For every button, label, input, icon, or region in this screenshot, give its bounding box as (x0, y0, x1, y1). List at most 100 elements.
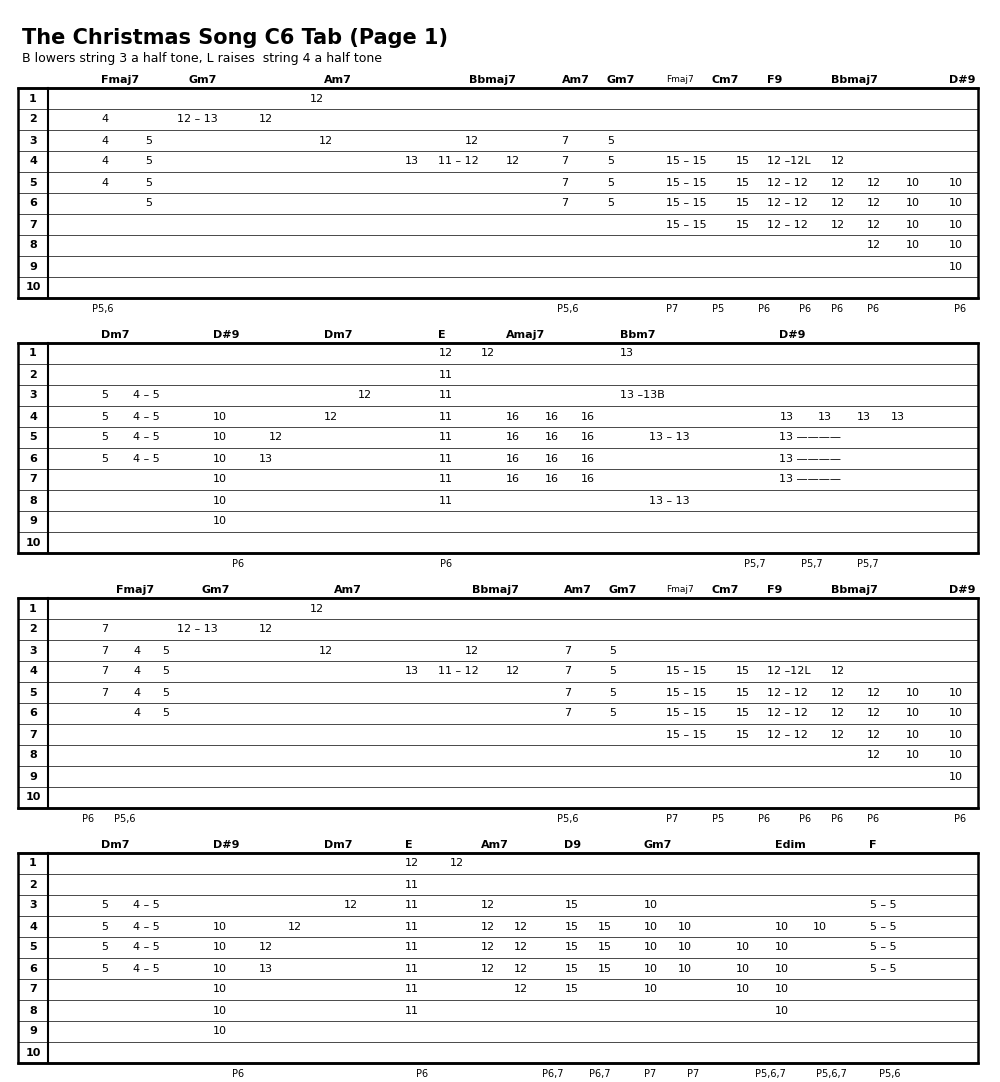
Text: P5: P5 (712, 304, 724, 314)
Text: 3: 3 (29, 900, 37, 910)
Text: 4 – 5: 4 – 5 (133, 963, 160, 974)
Text: 10: 10 (905, 220, 919, 229)
Text: 12: 12 (831, 157, 845, 167)
Text: 12 – 12: 12 – 12 (767, 729, 808, 739)
Text: 12: 12 (358, 391, 372, 400)
Text: 2: 2 (29, 624, 37, 634)
Text: 10: 10 (949, 220, 963, 229)
Text: 11: 11 (404, 963, 418, 974)
Text: 10: 10 (644, 900, 658, 910)
Text: 11: 11 (404, 900, 418, 910)
Text: 10: 10 (905, 751, 919, 761)
Text: Gm7: Gm7 (607, 75, 635, 84)
Text: 16: 16 (545, 411, 559, 422)
Text: 12: 12 (514, 922, 528, 932)
Text: P5,7: P5,7 (857, 559, 879, 569)
Text: 5: 5 (607, 177, 614, 187)
Text: 13: 13 (818, 411, 832, 422)
Text: 5: 5 (145, 157, 152, 167)
Text: 15 – 15: 15 – 15 (666, 177, 707, 187)
Text: 8: 8 (29, 1005, 37, 1016)
Text: F9: F9 (767, 75, 782, 84)
Text: P6: P6 (831, 814, 843, 824)
Text: P6: P6 (799, 814, 811, 824)
Text: 15: 15 (598, 942, 612, 952)
Text: 7: 7 (29, 729, 37, 739)
Text: 10: 10 (213, 963, 227, 974)
Text: 10: 10 (905, 177, 919, 187)
Text: P6,7: P6,7 (542, 1069, 564, 1079)
Text: 12: 12 (319, 646, 333, 656)
Text: 9: 9 (29, 771, 37, 781)
Text: 7: 7 (29, 985, 37, 994)
Text: 15: 15 (736, 198, 750, 209)
Text: 12: 12 (259, 942, 273, 952)
Text: 5: 5 (101, 411, 108, 422)
Text: P5,6: P5,6 (879, 1069, 901, 1079)
Text: 12: 12 (269, 433, 283, 443)
Text: 13: 13 (404, 667, 418, 676)
Bar (18, 88, 978, 298)
Text: 5: 5 (609, 709, 616, 718)
Text: 9: 9 (29, 1027, 37, 1037)
Text: 5 – 5: 5 – 5 (870, 922, 896, 932)
Text: 5: 5 (162, 667, 169, 676)
Text: 7: 7 (561, 135, 569, 145)
Text: 12 – 12: 12 – 12 (767, 198, 808, 209)
Text: Dm7: Dm7 (101, 330, 130, 340)
Text: 5: 5 (29, 942, 37, 952)
Text: 5 – 5: 5 – 5 (870, 942, 896, 952)
Text: 10: 10 (25, 538, 41, 547)
Text: 12: 12 (831, 729, 845, 739)
Text: 11: 11 (438, 433, 452, 443)
Text: 16: 16 (545, 475, 559, 485)
Text: 11: 11 (404, 985, 418, 994)
Text: 11: 11 (438, 411, 452, 422)
Text: 12 – 13: 12 – 13 (177, 624, 218, 634)
Text: 10: 10 (213, 496, 227, 505)
Text: 10: 10 (813, 922, 827, 932)
Text: 10: 10 (775, 963, 789, 974)
Text: 10: 10 (905, 198, 919, 209)
Text: 12: 12 (288, 922, 302, 932)
Text: 4: 4 (133, 667, 140, 676)
Text: P6: P6 (954, 814, 966, 824)
Text: 4 – 5: 4 – 5 (133, 922, 160, 932)
Text: 12: 12 (831, 220, 845, 229)
Text: 7: 7 (101, 624, 108, 634)
Text: 10: 10 (213, 942, 227, 952)
Text: Bbm7: Bbm7 (620, 330, 655, 340)
Text: 1: 1 (29, 858, 37, 869)
Text: 10: 10 (736, 942, 750, 952)
Text: 7: 7 (101, 687, 108, 698)
Text: 6: 6 (29, 198, 37, 209)
Text: 1: 1 (29, 93, 37, 104)
Text: 5: 5 (101, 453, 108, 463)
Text: P5,6,7: P5,6,7 (816, 1069, 847, 1079)
Text: 13 ————: 13 ———— (779, 433, 841, 443)
Text: 12: 12 (514, 985, 528, 994)
Text: Bbmaj7: Bbmaj7 (472, 585, 519, 595)
Text: P6,7: P6,7 (589, 1069, 610, 1079)
Text: 15: 15 (736, 729, 750, 739)
Text: 12: 12 (831, 177, 845, 187)
Text: 11 – 12: 11 – 12 (438, 157, 479, 167)
Text: 16: 16 (506, 475, 520, 485)
Text: 10: 10 (949, 177, 963, 187)
Text: 16: 16 (506, 433, 520, 443)
Text: 5: 5 (609, 667, 616, 676)
Text: 3: 3 (29, 391, 37, 400)
Text: 10: 10 (644, 922, 658, 932)
Text: 5: 5 (29, 687, 37, 698)
Text: 15: 15 (736, 709, 750, 718)
Text: 15: 15 (736, 667, 750, 676)
Text: 15: 15 (598, 963, 612, 974)
Text: 12 – 12: 12 – 12 (767, 220, 808, 229)
Text: Bbmaj7: Bbmaj7 (469, 75, 516, 84)
Text: 12: 12 (514, 942, 528, 952)
Text: Gm7: Gm7 (201, 585, 229, 595)
Text: 12: 12 (481, 900, 495, 910)
Text: P5,7: P5,7 (744, 559, 765, 569)
Text: 7: 7 (564, 687, 571, 698)
Text: 5: 5 (101, 433, 108, 443)
